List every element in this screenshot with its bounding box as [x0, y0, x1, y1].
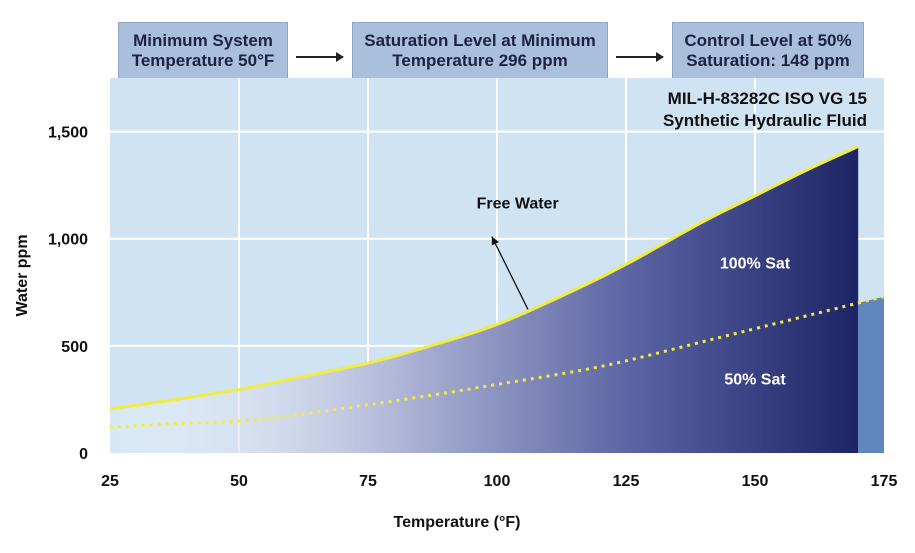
step-box-min-temperature: Minimum System Temperature 50°F [118, 22, 288, 80]
flow-arrow-1 [296, 52, 344, 62]
annotation-arrow-line [491, 236, 529, 310]
step-3-line-1: Control Level at 50% [684, 31, 852, 50]
area-100-sat [110, 146, 859, 454]
x-tick-label: 75 [359, 473, 377, 490]
series-line-100-sat [109, 145, 859, 411]
x-tick-label: 50 [230, 473, 248, 490]
y-axis-ticks: 0 500 1,000 1,500 [48, 125, 88, 463]
step-3-line-2: Saturation: 148 ppm [686, 51, 850, 70]
y-tick-label: 500 [61, 339, 88, 356]
y-tick-label: 1,000 [48, 232, 88, 249]
x-axis-ticks: 25 50 75 100 125 150 175 [101, 473, 897, 490]
x-tick-label: 150 [742, 473, 769, 490]
step-1-line-2: Temperature 50°F [131, 51, 275, 70]
annotation-free-water: Free Water [477, 196, 559, 213]
fluid-caption: MIL-H-83282C ISO VG 15 Synthetic Hydraul… [663, 88, 867, 132]
step-1-line-1: Minimum System [133, 31, 273, 50]
x-tick-label: 175 [871, 473, 898, 490]
annotation-100-sat: 100% Sat [720, 256, 791, 273]
flow-arrow-2 [616, 52, 664, 62]
x-axis-label: Temperature (°F) [393, 514, 520, 531]
y-axis-label: Water ppm [14, 234, 31, 316]
fluid-line-1: MIL-H-83282C ISO VG 15 [667, 89, 867, 108]
fluid-line-2: Synthetic Hydraulic Fluid [662, 111, 867, 130]
series-line-50-sat [109, 295, 885, 429]
step-2-line-2: Temperature 296 ppm [392, 51, 568, 70]
annotations: Free Water 100% Sat 50% Sat [477, 196, 791, 389]
step-box-control-level: Control Level at 50% Saturation: 148 ppm [672, 22, 864, 80]
x-tick-label: 125 [613, 473, 640, 490]
step-2-line-1: Saturation Level at Minimum [364, 31, 596, 50]
annotation-arrow-head [491, 236, 499, 246]
x-tick-label: 100 [484, 473, 511, 490]
step-box-saturation-level: Saturation Level at Minimum Temperature … [352, 22, 608, 80]
y-tick-label: 1,500 [48, 125, 88, 142]
area-50-sat-band [858, 296, 884, 453]
x-tick-label: 25 [101, 473, 119, 490]
annotation-50-sat: 50% Sat [724, 371, 786, 388]
y-tick-label: 0 [79, 446, 88, 463]
